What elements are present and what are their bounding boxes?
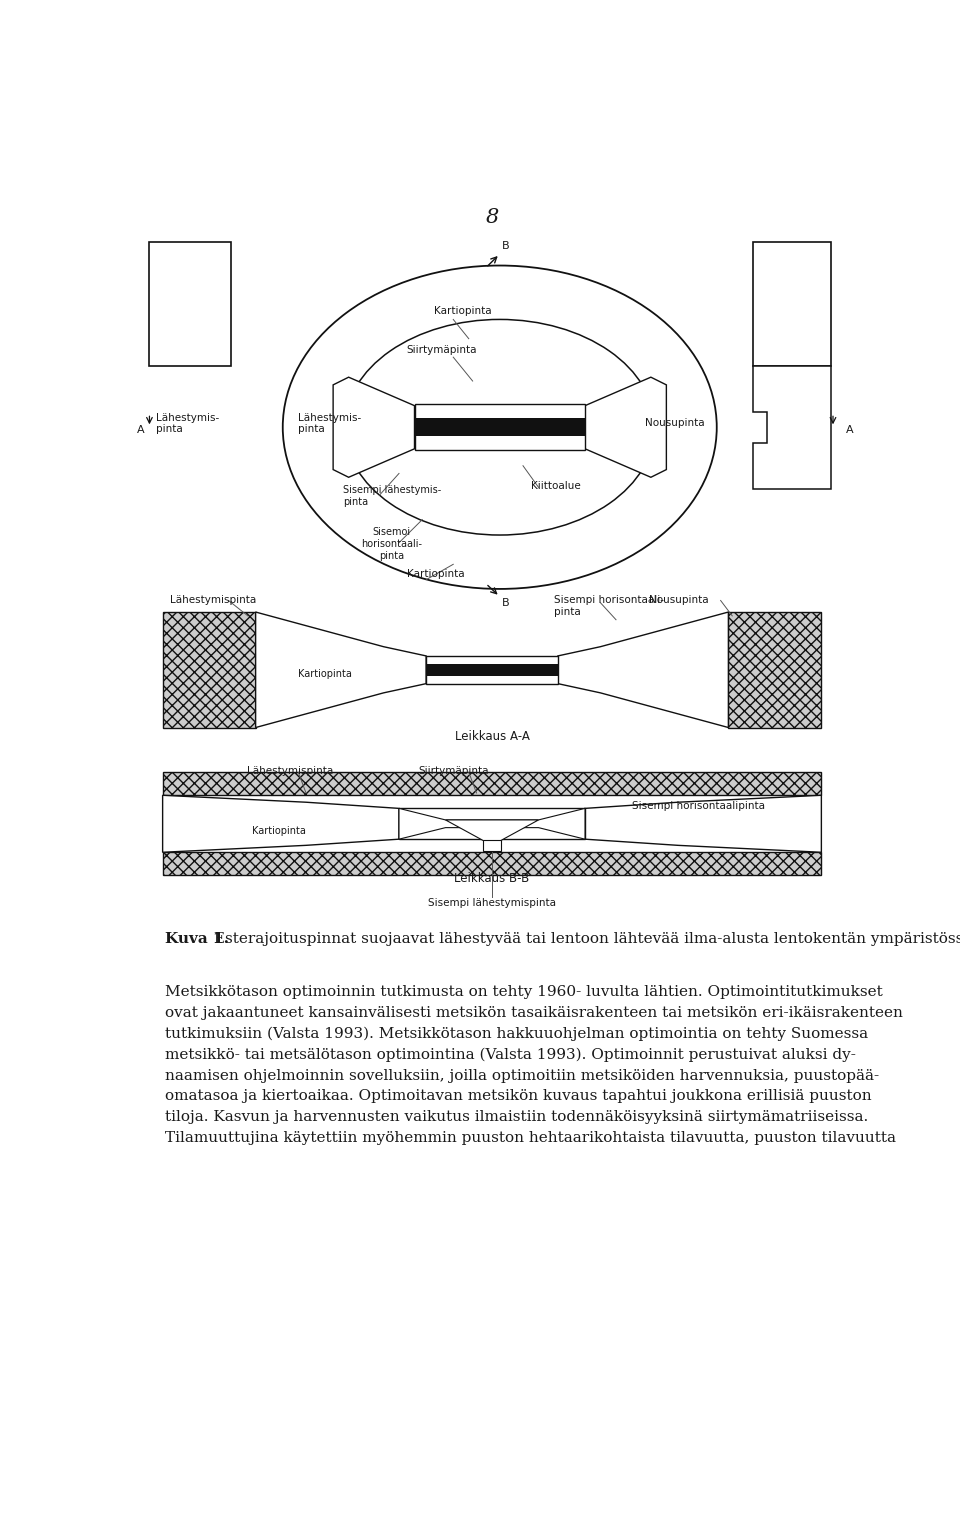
- Bar: [426, 663, 558, 676]
- Text: Metsikkötason optimoinnin tutkimusta on tehty 1960- luvulta lähtien. Optimointit: Metsikkötason optimoinnin tutkimusta on …: [165, 985, 882, 999]
- Text: B: B: [502, 599, 510, 608]
- Text: B: B: [502, 242, 510, 251]
- Polygon shape: [333, 377, 415, 477]
- Polygon shape: [754, 366, 830, 489]
- Polygon shape: [558, 613, 729, 728]
- Text: ovat jakaantuneet kansainvälisesti metsikön tasaikäisrakenteen tai metsikön eri-: ovat jakaantuneet kansainvälisesti metsi…: [165, 1007, 902, 1020]
- Polygon shape: [399, 808, 585, 839]
- Text: tiloja. Kasvun ja harvennusten vaikutus ilmaistiin todennäköisyyksinä siirtymäma: tiloja. Kasvun ja harvennusten vaikutus …: [165, 1110, 868, 1123]
- Text: tutkimuksiin (Valsta 1993). Metsikkötason hakkuuohjelman optimointia on tehty Su: tutkimuksiin (Valsta 1993). Metsikkötaso…: [165, 1027, 868, 1042]
- Text: Kiittoalue: Kiittoalue: [531, 482, 581, 491]
- Text: Nousupinta: Nousupinta: [645, 419, 705, 428]
- Text: Siirtymäpinta: Siirtymäpinta: [406, 345, 477, 354]
- Bar: [162, 853, 822, 876]
- Text: Sisempi lähestymis-
pinta: Sisempi lähestymis- pinta: [344, 485, 442, 506]
- Text: Kartiopinta: Kartiopinta: [407, 569, 465, 579]
- Text: omatasoa ja kiertoaikaa. Optimoitavan metsikön kuvaus tapahtui joukkona erillisi: omatasoa ja kiertoaikaa. Optimoitavan me…: [165, 1090, 872, 1103]
- Polygon shape: [255, 613, 426, 728]
- Text: Nousupinta: Nousupinta: [649, 596, 709, 605]
- Text: Sisempi lähestymispinta: Sisempi lähestymispinta: [428, 899, 556, 908]
- Text: Siirtymäpinta: Siirtymäpinta: [434, 660, 500, 671]
- Text: Leikkaus A-A: Leikkaus A-A: [455, 729, 529, 743]
- Polygon shape: [585, 377, 666, 477]
- Bar: [162, 613, 255, 728]
- Bar: [483, 840, 501, 851]
- Text: Kartiopinta: Kartiopinta: [434, 306, 492, 315]
- Bar: [150, 243, 230, 366]
- Text: A: A: [846, 425, 853, 434]
- Text: Tilamuuttujina käytettiin myöhemmin puuston hehtaarikohtaista tilavuutta, puusto: Tilamuuttujina käytettiin myöhemmin puus…: [165, 1131, 896, 1145]
- Bar: [754, 243, 830, 366]
- Text: Sisempi horisontaalipinta: Sisempi horisontaalipinta: [632, 802, 764, 811]
- Text: Sisemoi
horisontaali-
pinta: Sisemoi horisontaali- pinta: [361, 528, 421, 560]
- Text: Sisempi horisontaali-
pinta: Sisempi horisontaali- pinta: [554, 596, 664, 617]
- Text: metsikkö- tai metsälötason optimointina (Valsta 1993). Optimoinnit perustuivat a: metsikkö- tai metsälötason optimointina …: [165, 1048, 855, 1062]
- Text: naamisen ohjelmoinnin sovelluksiin, joilla optimoitiin metsiköiden harvennuksia,: naamisen ohjelmoinnin sovelluksiin, joil…: [165, 1068, 879, 1082]
- Text: Kartiopinta: Kartiopinta: [252, 826, 305, 837]
- Text: Leikkaus B-B: Leikkaus B-B: [454, 873, 530, 885]
- Text: Siirtymäpinta: Siirtymäpinta: [418, 766, 489, 776]
- Text: Esterajoituspinnat suojaavat lähestyvää tai lentoon lähtevää ilma-alusta lentoke: Esterajoituspinnat suojaavat lähestyvää …: [209, 931, 960, 945]
- Bar: [415, 405, 585, 451]
- Bar: [426, 656, 558, 683]
- Bar: [415, 419, 585, 437]
- Polygon shape: [585, 796, 822, 853]
- Bar: [162, 773, 822, 796]
- Text: Lähestymispinta: Lähestymispinta: [170, 596, 256, 605]
- Polygon shape: [162, 796, 399, 853]
- Text: Kuva 1.: Kuva 1.: [165, 931, 228, 945]
- Text: Lähestymispinta: Lähestymispinta: [248, 766, 334, 776]
- Bar: [399, 808, 585, 839]
- Text: Lähestymis-
pinta: Lähestymis- pinta: [299, 412, 362, 434]
- Text: Kartiopinta: Kartiopinta: [299, 668, 352, 679]
- Polygon shape: [445, 820, 539, 845]
- Bar: [729, 613, 822, 728]
- Text: 8: 8: [486, 208, 498, 226]
- Text: A: A: [137, 425, 145, 434]
- Text: Lähestymis-
pinta: Lähestymis- pinta: [156, 412, 219, 434]
